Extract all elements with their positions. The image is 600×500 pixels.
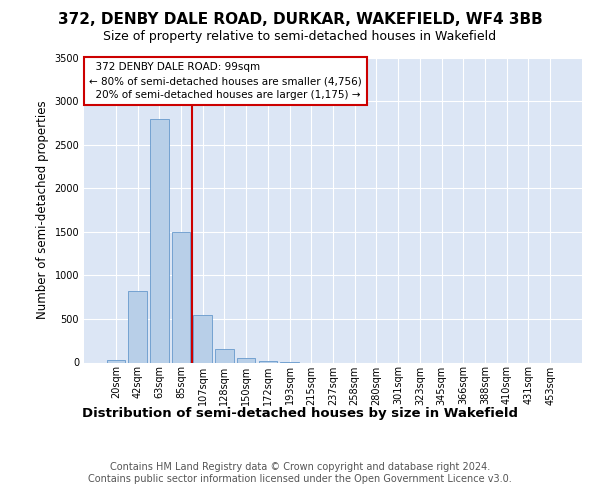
Bar	[237, 358, 256, 362]
Text: 372 DENBY DALE ROAD: 99sqm
← 80% of semi-detached houses are smaller (4,756)
  2: 372 DENBY DALE ROAD: 99sqm ← 80% of semi…	[89, 62, 362, 100]
Bar	[107, 360, 125, 362]
Text: 372, DENBY DALE ROAD, DURKAR, WAKEFIELD, WF4 3BB: 372, DENBY DALE ROAD, DURKAR, WAKEFIELD,…	[58, 12, 542, 28]
Bar	[215, 350, 233, 362]
Text: Contains HM Land Registry data © Crown copyright and database right 2024.
Contai: Contains HM Land Registry data © Crown c…	[88, 462, 512, 484]
Text: Size of property relative to semi-detached houses in Wakefield: Size of property relative to semi-detach…	[103, 30, 497, 43]
Y-axis label: Number of semi-detached properties: Number of semi-detached properties	[36, 100, 49, 320]
Bar	[128, 291, 147, 362]
Bar	[172, 232, 190, 362]
Bar	[150, 118, 169, 362]
Text: Distribution of semi-detached houses by size in Wakefield: Distribution of semi-detached houses by …	[82, 408, 518, 420]
Bar	[259, 361, 277, 362]
Bar	[193, 316, 212, 362]
